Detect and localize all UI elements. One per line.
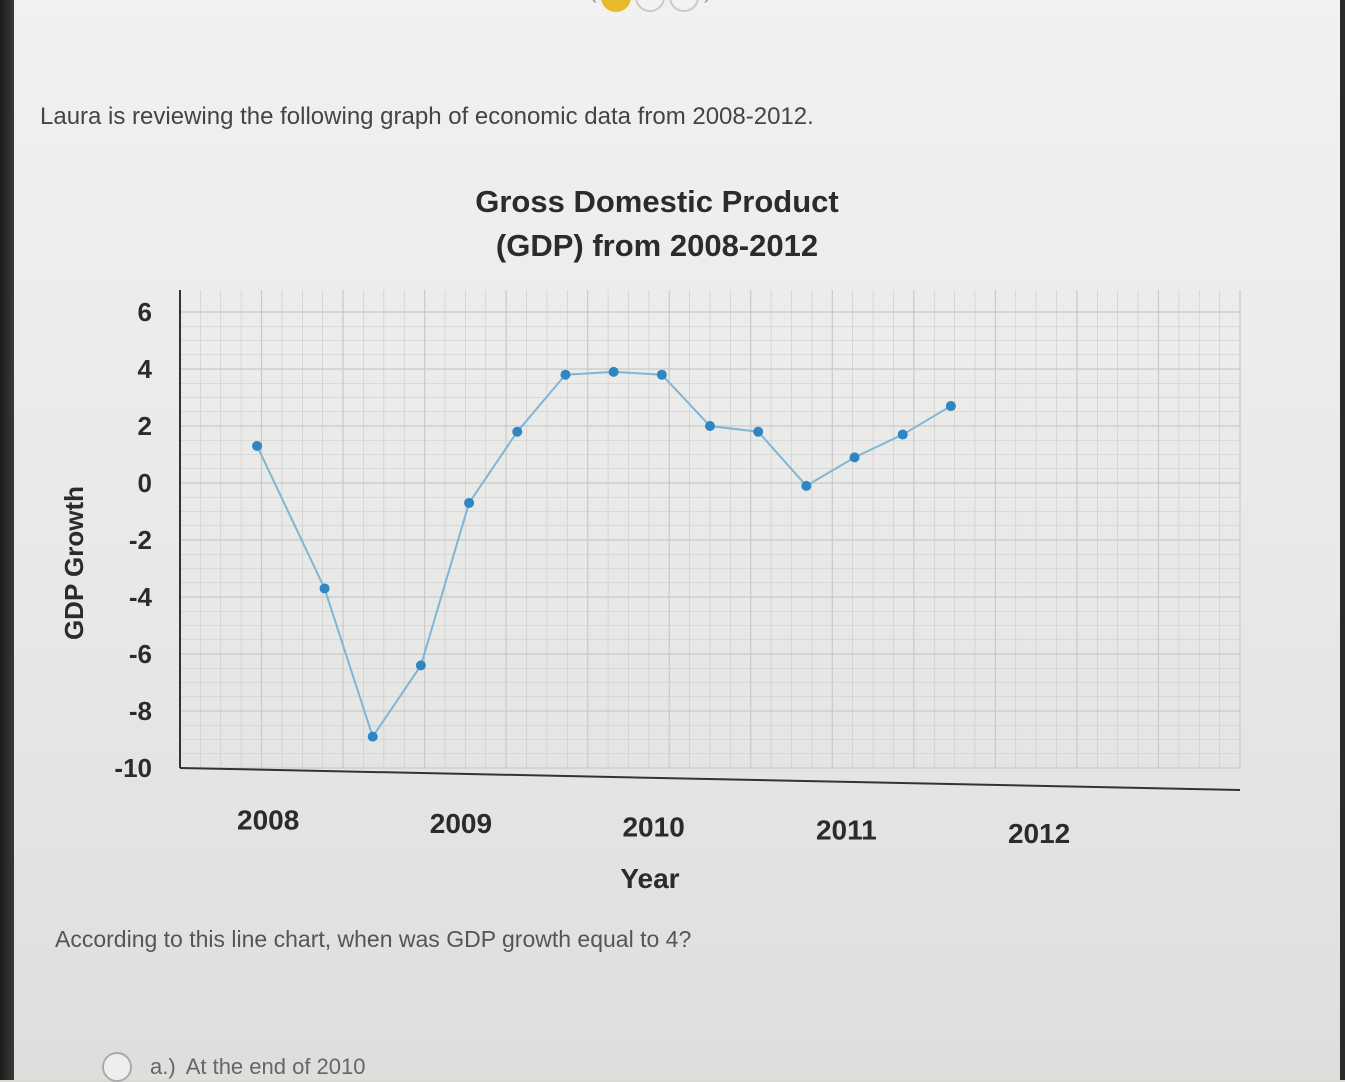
data-point [512, 426, 523, 437]
x-tick-label: 2009 [430, 808, 492, 839]
y-axis-label: GDP Growth [59, 486, 89, 640]
series-gdp-growth [252, 366, 956, 742]
chevron-right-icon[interactable]: › [703, 0, 710, 10]
question-text: According to this line chart, when was G… [55, 926, 692, 952]
answer-option-a[interactable]: a.) At the end of 2010 [102, 1052, 366, 1082]
intro-text: Laura is reviewing the following graph o… [40, 103, 814, 130]
y-tick-labels: 6 4 2 0 -2 -4 -6 -8 -10 [114, 297, 152, 783]
data-point [608, 366, 619, 377]
y-tick-label: -4 [129, 582, 153, 612]
chart-title-line-1: Gross Domestic Product [475, 184, 838, 219]
question-progress-nav: ‹ › [590, 0, 711, 12]
x-tick-label: 2012 [1008, 818, 1070, 849]
monitor-bezel-right [1340, 0, 1345, 1080]
data-point [945, 401, 956, 412]
x-tick-label: 2008 [237, 805, 299, 836]
y-tick-label: -2 [129, 525, 152, 555]
y-tick-label: 2 [138, 411, 152, 441]
x-tick-label: 2011 [816, 815, 877, 846]
x-tick-labels: 2008 2009 2010 2011 2012 [237, 805, 1070, 849]
x-axis-label: Year [620, 863, 679, 894]
y-tick-label: -8 [129, 696, 152, 726]
data-point [367, 731, 378, 742]
y-tick-label: 4 [138, 354, 153, 384]
data-point [560, 369, 571, 380]
data-point [252, 440, 263, 451]
x-axis-line [179, 767, 1241, 791]
data-point [415, 660, 426, 671]
data-point [705, 421, 715, 431]
option-label: a.) [150, 1054, 176, 1079]
y-tick-label: 6 [138, 297, 152, 327]
data-point [319, 583, 330, 594]
radio-button[interactable] [102, 1052, 132, 1082]
chevron-left-icon[interactable]: ‹ [590, 0, 597, 10]
chart-title-line-2: (GDP) from 2008-2012 [496, 228, 818, 263]
data-point [464, 497, 475, 508]
data-point [753, 426, 764, 437]
data-point [849, 452, 860, 463]
data-point [656, 369, 667, 380]
y-tick-label: 0 [138, 468, 152, 498]
data-point [897, 429, 908, 440]
data-point [801, 480, 812, 491]
x-tick-label: 2010 [622, 811, 684, 842]
y-tick-label: -10 [114, 753, 152, 783]
chart-grid [179, 290, 1241, 769]
y-tick-label: -6 [129, 639, 152, 669]
option-text: At the end of 2010 [185, 1054, 366, 1079]
monitor-bezel-left [0, 0, 14, 1080]
